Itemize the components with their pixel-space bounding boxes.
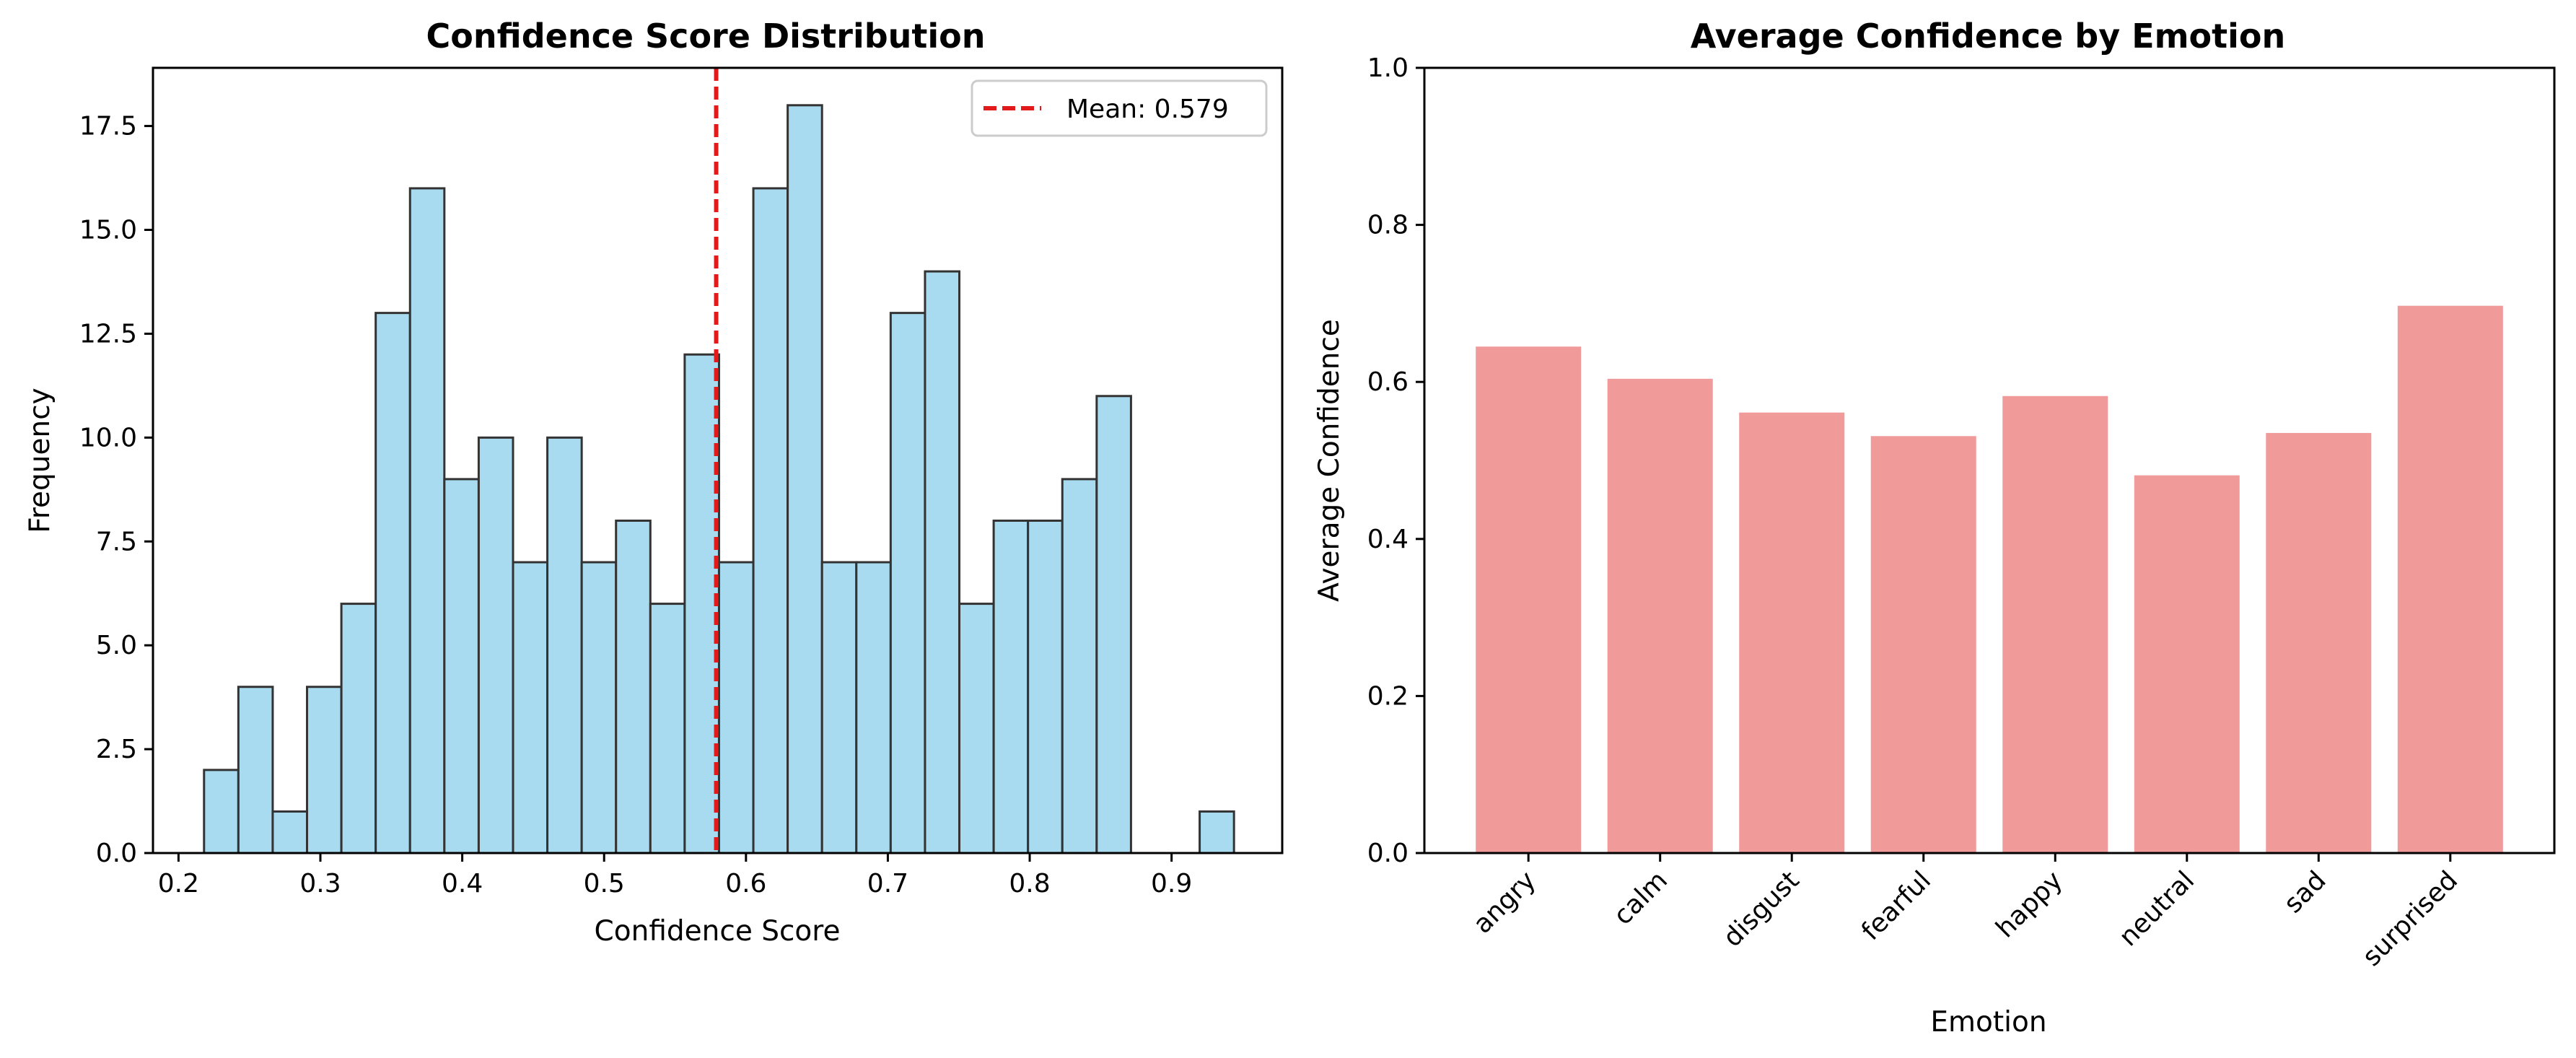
emotion-bar-happy bbox=[2002, 395, 2108, 853]
y-tick-label: 2.5 bbox=[96, 735, 137, 764]
emotion-bar-angry bbox=[1476, 346, 1582, 853]
histogram-bar bbox=[787, 104, 823, 854]
emotion-bar-surprised bbox=[2397, 305, 2503, 853]
histogram-bar bbox=[958, 603, 995, 854]
x-tick-label: 0.5 bbox=[584, 869, 625, 899]
histogram-bar bbox=[340, 603, 377, 854]
y-tick-label: 0.6 bbox=[1367, 367, 1409, 397]
histogram-bar bbox=[408, 187, 446, 854]
y-tick-label: 15.0 bbox=[79, 216, 137, 245]
histogram-panel: Confidence Score Distribution 0.0 2.5 5.0 7… bbox=[24, 17, 1284, 948]
histogram-x-ticks: 0.2 0.3 0.4 0.5 0.6 0.7 0.8 0.9 bbox=[158, 853, 1192, 899]
histogram-bar bbox=[752, 187, 789, 854]
histogram-bar bbox=[1061, 478, 1098, 854]
histogram-bar bbox=[203, 769, 240, 854]
histogram-bar bbox=[992, 519, 1030, 854]
x-tick-label: 0.2 bbox=[158, 869, 199, 899]
histogram-y-ticks: 0.0 2.5 5.0 7.5 10.0 12.5 15.0 17.5 bbox=[79, 112, 153, 868]
emotion-bar-disgust bbox=[1739, 412, 1845, 853]
legend-box bbox=[971, 79, 1268, 137]
y-tick-label: 17.5 bbox=[79, 112, 137, 141]
histogram-bar bbox=[512, 561, 549, 854]
histogram-bar bbox=[855, 561, 892, 854]
histogram-x-axis-label: Confidence Score bbox=[595, 915, 841, 948]
emotion-bar-sad bbox=[2266, 432, 2372, 853]
emotion-bar-neutral bbox=[2134, 475, 2240, 853]
histogram-bar bbox=[889, 312, 926, 854]
histogram-bar bbox=[374, 312, 411, 854]
emotion-bar-calm bbox=[1607, 378, 1713, 853]
emotion-bar-fearful bbox=[1870, 436, 1976, 853]
histogram-bar bbox=[615, 519, 652, 854]
bar-chart-title: Average Confidence by Emotion bbox=[1691, 17, 2286, 56]
histogram-bar bbox=[271, 810, 309, 854]
y-tick-label: 0.4 bbox=[1367, 525, 1409, 554]
histogram-bar bbox=[649, 603, 686, 854]
histogram-bar bbox=[546, 436, 583, 854]
bar-chart-y-axis-label: Average Confidence bbox=[1313, 319, 1346, 602]
histogram-bar bbox=[924, 270, 961, 854]
histogram-legend: Mean: 0.579 bbox=[971, 79, 1268, 137]
y-tick-label: 0.0 bbox=[1367, 839, 1409, 868]
x-tick-label: 0.9 bbox=[1151, 869, 1192, 899]
histogram-bars bbox=[203, 104, 1235, 854]
histogram-bar bbox=[580, 561, 618, 854]
x-tick-label: 0.4 bbox=[442, 869, 483, 899]
x-tick-label: 0.3 bbox=[299, 869, 341, 899]
bar-chart-x-axis-label: Emotion bbox=[1930, 1006, 2046, 1039]
x-tick-label: 0.7 bbox=[867, 869, 908, 899]
x-tick-label: 0.8 bbox=[1009, 869, 1050, 899]
legend-mean-label: Mean: 0.579 bbox=[1066, 95, 1229, 124]
histogram-y-axis-label: Frequency bbox=[24, 388, 56, 533]
histogram-axes-frame bbox=[152, 66, 1284, 854]
histogram-bar bbox=[237, 686, 274, 854]
histogram-bar bbox=[477, 436, 514, 854]
histogram-bar bbox=[717, 561, 755, 854]
bar-chart-panel: Average Confidence by Emotion 0.00.20.40… bbox=[1313, 17, 2556, 1039]
y-tick-label: 0.8 bbox=[1367, 211, 1409, 240]
histogram-bar bbox=[306, 686, 343, 854]
y-tick-label: 0.0 bbox=[96, 839, 137, 868]
y-tick-label: 1.0 bbox=[1367, 53, 1409, 83]
y-tick-label: 10.0 bbox=[79, 423, 137, 453]
bar-chart-axes-frame bbox=[1423, 66, 2556, 854]
emotion-bars bbox=[1476, 305, 2503, 853]
y-tick-label: 5.0 bbox=[96, 631, 137, 660]
histogram-bar bbox=[683, 353, 720, 854]
y-tick-label: 0.2 bbox=[1367, 681, 1409, 711]
histogram-title: Confidence Score Distribution bbox=[426, 17, 985, 56]
bar-chart-y-ticks: 0.0 0.2 0.4 0.6 0.8 1.0 bbox=[1367, 53, 1424, 868]
histogram-bar bbox=[820, 561, 858, 854]
histogram-bar bbox=[1095, 395, 1132, 854]
y-tick-label: 12.5 bbox=[79, 319, 137, 349]
histogram-bar bbox=[1199, 810, 1235, 854]
x-tick-label: 0.6 bbox=[725, 869, 766, 899]
y-tick-label: 7.5 bbox=[96, 527, 137, 556]
histogram-bar bbox=[443, 478, 480, 854]
histogram-bar bbox=[1027, 519, 1064, 854]
